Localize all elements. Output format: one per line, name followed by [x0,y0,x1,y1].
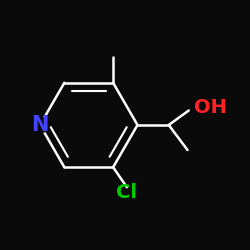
Text: Cl: Cl [116,183,138,202]
Circle shape [32,117,48,133]
Text: OH: OH [194,98,226,117]
Text: N: N [31,115,49,135]
